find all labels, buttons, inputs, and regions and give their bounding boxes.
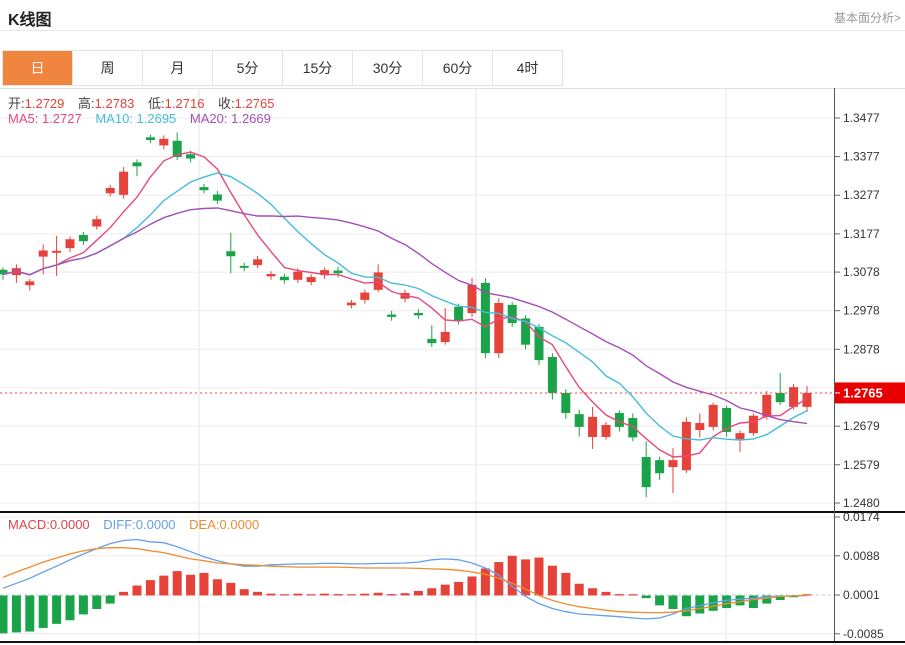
header-divider	[0, 30, 905, 31]
tab-week[interactable]: 周	[73, 51, 143, 85]
tab-60min[interactable]: 60分	[423, 51, 493, 85]
close-value: 1.2765	[234, 96, 275, 111]
macd-value: MACD:0.0000	[8, 517, 90, 532]
svg-text:1.2978: 1.2978	[843, 304, 880, 318]
low-value: 1.2716	[164, 96, 205, 111]
tab-day[interactable]: 日	[3, 51, 73, 85]
svg-text:1.3078: 1.3078	[843, 265, 880, 279]
open-value: 1.2729	[24, 96, 65, 111]
svg-text:0.0088: 0.0088	[843, 549, 880, 563]
ohlc-legend: 开:1.2729 高:1.2783 低:1.2716 收:1.2765	[8, 93, 284, 112]
period-tabs: 日 周 月 5分 15分 30分 60分 4时	[2, 50, 563, 86]
tab-5min[interactable]: 5分	[213, 51, 283, 85]
dea-value: DEA:0.0000	[189, 517, 260, 532]
svg-text:0.0001: 0.0001	[843, 588, 880, 602]
svg-text:1.2878: 1.2878	[843, 342, 880, 356]
macd-legend: MACD:0.0000 DIFF:0.0000 DEA:0.0000	[8, 517, 269, 532]
svg-text:1.3377: 1.3377	[843, 150, 880, 164]
main-candlestick-chart[interactable]: 1.3477 1.3377 1.3277 1.3177 1.3078 1.2978 1.28…	[0, 88, 905, 511]
close-label: 收:	[218, 96, 235, 111]
tab-30min[interactable]: 30分	[353, 51, 423, 85]
svg-text:1.2765: 1.2765	[843, 385, 883, 400]
svg-text:1.2679: 1.2679	[843, 419, 880, 433]
tab-month[interactable]: 月	[143, 51, 213, 85]
svg-text:1.3277: 1.3277	[843, 188, 880, 202]
ma10-legend: MA10: 1.2695	[95, 111, 177, 126]
svg-text:0.0174: 0.0174	[843, 511, 880, 524]
svg-text:1.3477: 1.3477	[843, 111, 880, 125]
ma-legend: MA5: 1.2727 MA10: 1.2695 MA20: 1.2669	[8, 111, 281, 126]
high-label: 高:	[78, 96, 95, 111]
page-title: K线图	[8, 12, 52, 29]
svg-text:1.2579: 1.2579	[843, 458, 880, 472]
tab-15min[interactable]: 15分	[283, 51, 353, 85]
fundamental-analysis-link[interactable]: 基本面分析>	[833, 11, 901, 25]
ma20-legend: MA20: 1.2669	[189, 111, 271, 126]
svg-text:1.3177: 1.3177	[843, 227, 880, 241]
open-label: 开:	[8, 96, 25, 111]
svg-text:-0.0085: -0.0085	[843, 627, 884, 641]
low-label: 低:	[148, 96, 165, 111]
ma5-legend: MA5: 1.2727	[8, 111, 82, 126]
tab-4hour[interactable]: 4时	[516, 60, 539, 76]
high-value: 1.2783	[94, 96, 135, 111]
macd-chart[interactable]: 0.0174 0.0088 0.0001 -0.0085	[0, 511, 905, 645]
svg-text:1.2480: 1.2480	[843, 496, 880, 510]
diff-value: DIFF:0.0000	[103, 517, 176, 532]
